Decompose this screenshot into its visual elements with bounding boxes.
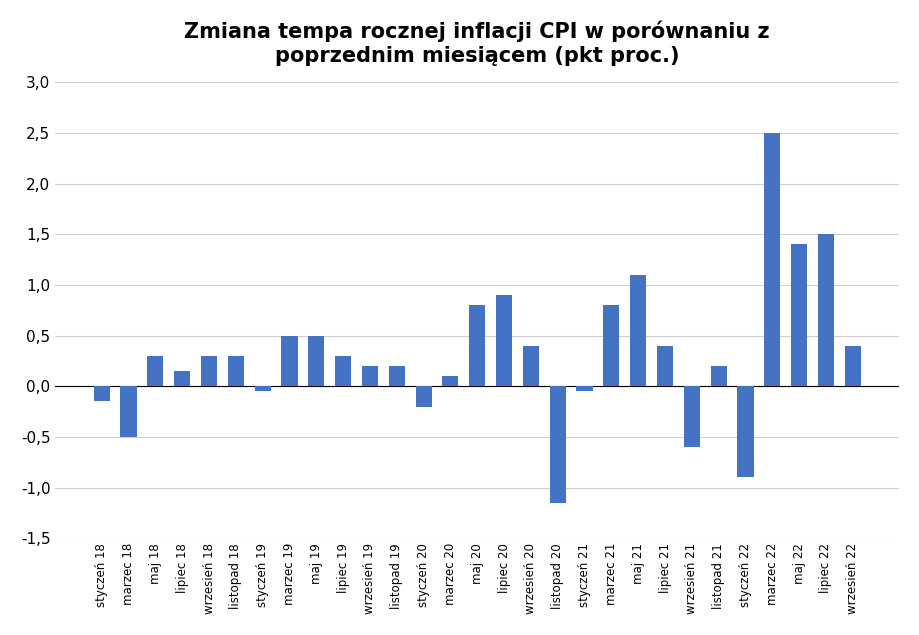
Bar (442, 376, 458, 386)
Bar (361, 366, 378, 386)
Bar (790, 244, 806, 386)
Bar (549, 386, 565, 503)
Bar (281, 335, 297, 386)
Bar (174, 371, 190, 386)
Bar (495, 295, 512, 386)
Bar (737, 386, 753, 478)
Bar (147, 356, 164, 386)
Bar (656, 345, 673, 386)
Bar (469, 305, 484, 386)
Bar (389, 366, 404, 386)
Bar (603, 305, 618, 386)
Bar (844, 345, 860, 386)
Bar (255, 386, 270, 391)
Bar (200, 356, 217, 386)
Bar (228, 356, 244, 386)
Bar (522, 345, 539, 386)
Bar (683, 386, 699, 447)
Bar (308, 335, 324, 386)
Bar (817, 234, 834, 386)
Bar (120, 386, 136, 437)
Bar (709, 366, 726, 386)
Bar (94, 386, 109, 401)
Bar (415, 386, 431, 406)
Bar (630, 275, 645, 386)
Title: Zmiana tempa rocznej inflacji CPI w porównaniu z
poprzednim miesiącem (pkt proc.: Zmiana tempa rocznej inflacji CPI w poró… (184, 21, 769, 65)
Bar (764, 133, 779, 386)
Bar (335, 356, 351, 386)
Bar (576, 386, 592, 391)
